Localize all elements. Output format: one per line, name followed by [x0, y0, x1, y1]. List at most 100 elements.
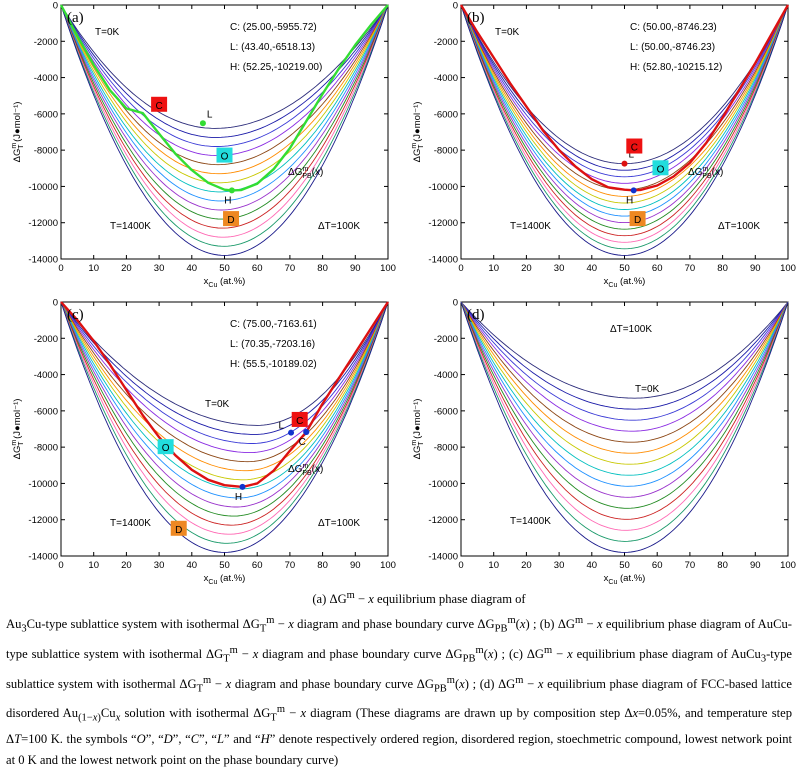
- region-symbol-d: D: [227, 215, 234, 226]
- y-tick-label: -8000: [34, 443, 58, 454]
- y-tick-label: 0: [453, 1, 458, 12]
- y-tick-label: -10000: [28, 479, 58, 490]
- isotherm-curve: [60, 4, 389, 247]
- y-tick-label: -14000: [28, 255, 58, 266]
- temperature-step-label: ΔT=100K: [610, 324, 652, 335]
- isotherm-curve: [460, 301, 789, 421]
- x-tick-label: 90: [350, 263, 361, 274]
- isotherm-curve: [460, 301, 789, 410]
- y-tick-label: -6000: [34, 406, 58, 417]
- x-tick-label: 40: [187, 263, 198, 274]
- point-label-l: L: [207, 109, 213, 120]
- boundary-curve-label: ΔGm PB(x): [288, 463, 323, 477]
- x-tick-label: 20: [121, 263, 132, 274]
- panel-b-chart: 0 10 20 30 40 50 60 70 80 90 100 0 -2000 -4000 -6000 -8…: [411, 1, 796, 290]
- isotherm-label-0k: T=0K: [635, 384, 660, 395]
- x-tick-label: 90: [750, 560, 761, 571]
- point-label-l: L: [278, 421, 284, 432]
- x-tick-label: 30: [154, 560, 165, 571]
- point-readout-c: C: (75.00,-7163.61): [230, 319, 317, 330]
- y-tick-label: -4000: [434, 73, 458, 84]
- x-tick-label: 60: [252, 560, 263, 571]
- isotherm-curve: [460, 301, 789, 520]
- y-tick-label: -10000: [428, 479, 458, 490]
- region-box-d: [629, 211, 646, 227]
- isotherm-curve: [460, 4, 789, 197]
- isotherm-curve: [60, 4, 389, 211]
- isotherm-curve: [60, 4, 389, 238]
- region-symbol-o: O: [657, 164, 665, 175]
- y-tick-label: -4000: [34, 73, 58, 84]
- isotherm-label-1400k: T=1400K: [110, 221, 151, 232]
- x-tick-label: 40: [587, 560, 598, 571]
- isotherm-curve: [460, 301, 789, 465]
- y-tick-label: -2000: [434, 37, 458, 48]
- y-tick-label: -8000: [34, 146, 58, 157]
- temperature-step-label: ΔT=100K: [318, 518, 360, 529]
- isotherm-curve: [60, 301, 389, 454]
- isotherm-curve: [60, 4, 389, 129]
- region-symbol-c: C: [296, 416, 303, 427]
- x-tick-label: 50: [619, 560, 630, 571]
- isotherm-label-1400k: T=1400K: [510, 516, 551, 527]
- point-readout-l: L: (70.35,-7203.16): [230, 339, 315, 350]
- region-symbol-o: O: [221, 152, 229, 163]
- x-tick-label: 10: [488, 263, 499, 274]
- point-readout-h: H: (52.25,-10219.00): [230, 62, 322, 73]
- point-readout-h: H: (52.80,-10215.12): [630, 62, 722, 73]
- phase-boundary-curve: [59, 4, 389, 192]
- x-tick-label: 100: [780, 560, 796, 571]
- x-tick-label: 70: [685, 263, 696, 274]
- isotherm-label-0k: T=0K: [95, 27, 120, 38]
- x-tick-label: 30: [554, 263, 565, 274]
- x-tick-label: 0: [58, 560, 63, 571]
- x-tick-label: 100: [380, 263, 396, 274]
- point-marker-c: [303, 428, 310, 435]
- region-box-c: [291, 411, 308, 427]
- isotherm-curve: [460, 4, 789, 224]
- x-tick-label: 60: [652, 560, 663, 571]
- point-marker-l: [621, 160, 628, 167]
- isotherm-curve: [60, 301, 389, 472]
- region-box-d: [170, 520, 187, 536]
- x-tick-label: 40: [587, 263, 598, 274]
- y-axis-label: ΔGmT (J●mol⁻¹): [411, 102, 425, 163]
- point-marker-h: [630, 187, 637, 194]
- y-tick-label: -14000: [428, 552, 458, 563]
- isotherm-curve: [460, 301, 789, 542]
- isotherm-curve: [60, 301, 389, 508]
- x-tick-label: 50: [219, 560, 230, 571]
- x-tick-label: 20: [121, 560, 132, 571]
- region-box-o: [216, 147, 233, 163]
- panel-label: (d): [467, 307, 485, 323]
- region-box-d: [223, 211, 240, 227]
- point-marker-h: [228, 187, 235, 194]
- x-tick-label: 60: [252, 263, 263, 274]
- isotherm-curve: [460, 301, 789, 509]
- point-label-h: H: [626, 195, 633, 206]
- y-axis-label: ΔGmT (J●mol⁻¹): [11, 102, 25, 163]
- caption-title: (a) ΔGm − x equilibrium phase diagram of: [312, 590, 526, 607]
- region-box-c: [151, 96, 168, 112]
- x-tick-label: 40: [187, 560, 198, 571]
- panel-label: (a): [67, 10, 84, 26]
- region-symbol-c: C: [155, 101, 162, 112]
- x-tick-label: 100: [780, 263, 796, 274]
- y-tick-label: -10000: [28, 182, 58, 193]
- isotherm-curve: [60, 4, 389, 229]
- x-tick-label: 70: [285, 263, 296, 274]
- x-tick-label: 80: [717, 263, 728, 274]
- isotherm-curve: [460, 301, 789, 399]
- isotherm-curve: [60, 301, 389, 481]
- y-tick-label: -2000: [434, 334, 458, 345]
- isotherm-curve: [460, 4, 789, 237]
- isotherm-curve: [460, 4, 789, 250]
- y-tick-label: 0: [453, 298, 458, 309]
- point-marker-h: [239, 483, 246, 490]
- y-tick-label: -6000: [434, 406, 458, 417]
- isotherm-curve: [460, 4, 789, 256]
- isotherm-curve: [60, 301, 389, 463]
- x-tick-label: 0: [458, 263, 463, 274]
- isotherm-curve: [460, 4, 789, 210]
- y-tick-label: -14000: [28, 552, 58, 563]
